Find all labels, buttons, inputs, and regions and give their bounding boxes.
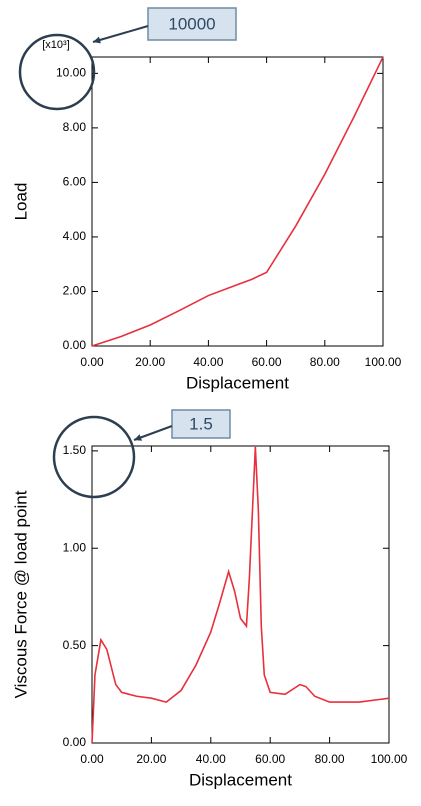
data-line — [91, 446, 390, 744]
y-axis-title: Load — [11, 183, 30, 221]
y-tick-label: 4.00 — [63, 229, 87, 243]
y-tick-label: 10.00 — [56, 66, 86, 80]
x-tick-label: 100.00 — [365, 355, 402, 369]
x-tick-label: 0.00 — [80, 752, 104, 766]
callout-text: 10000 — [168, 14, 215, 33]
callout-box — [147, 7, 237, 41]
y-tick-label: 6.00 — [63, 175, 87, 189]
highlight-circle — [52, 415, 136, 499]
plot-frame — [91, 445, 390, 744]
x-tick-label: 60.00 — [252, 355, 282, 369]
highlight-circle — [18, 33, 96, 111]
x-tick-label: 20.00 — [136, 752, 166, 766]
y-tick-label: 0.00 — [63, 338, 87, 352]
x-axis-title: Displacement — [189, 770, 292, 789]
x-axis-title: Displacement — [186, 373, 289, 392]
y-tick-label: 0.50 — [63, 638, 87, 652]
x-tick-label: 0.00 — [80, 355, 104, 369]
axis-multiplier: [x10³] — [42, 39, 70, 51]
y-tick-label: 8.00 — [63, 120, 87, 134]
y-tick-label: 2.00 — [63, 284, 87, 298]
arrow-head — [93, 36, 101, 44]
x-tick-label: 100.00 — [371, 752, 408, 766]
y-tick-label: 1.50 — [63, 443, 87, 457]
data-line — [91, 56, 384, 347]
x-tick-label: 40.00 — [193, 355, 223, 369]
arrow-head — [134, 434, 142, 441]
x-tick-label: 20.00 — [135, 355, 165, 369]
x-tick-label: 60.00 — [255, 752, 285, 766]
plot-frame — [91, 56, 384, 347]
y-axis-title: Viscous Force @ load point — [11, 490, 30, 698]
callout-text: 1.5 — [189, 414, 213, 433]
callout-arrow — [92, 25, 149, 43]
callout-box — [171, 409, 231, 439]
y-tick-label: 0.00 — [63, 735, 87, 749]
x-tick-label: 40.00 — [196, 752, 226, 766]
x-tick-label: 80.00 — [315, 752, 345, 766]
x-tick-label: 80.00 — [310, 355, 340, 369]
y-tick-label: 1.00 — [63, 540, 87, 554]
